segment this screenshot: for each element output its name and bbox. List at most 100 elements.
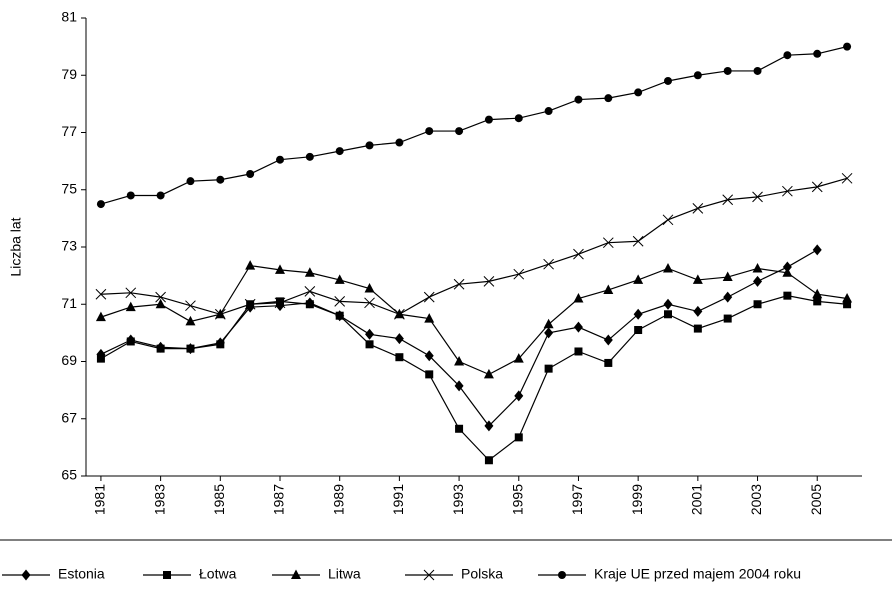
- y-tick-label: 81: [61, 9, 77, 25]
- marker: [813, 297, 822, 306]
- x-tick-label: 1993: [450, 484, 466, 515]
- marker: [365, 328, 375, 340]
- x-tick-label: 1987: [271, 484, 287, 515]
- marker: [604, 358, 613, 367]
- marker: [843, 300, 852, 309]
- legend-marker: [21, 569, 31, 581]
- legend-label: Litwa: [328, 566, 361, 582]
- marker: [813, 49, 822, 58]
- marker: [95, 288, 107, 300]
- marker: [304, 286, 316, 297]
- marker: [812, 244, 822, 256]
- marker: [664, 76, 672, 85]
- x-tick-label: 2001: [689, 484, 705, 515]
- marker: [843, 42, 852, 51]
- marker: [782, 267, 793, 277]
- legend-marker: [423, 569, 435, 581]
- marker: [125, 301, 136, 312]
- marker: [693, 71, 702, 80]
- marker: [484, 115, 493, 124]
- marker: [155, 291, 166, 303]
- legend-marker: [558, 571, 566, 579]
- marker: [453, 278, 465, 290]
- legend-item: Estonia: [2, 566, 105, 582]
- legend-marker: [291, 569, 301, 579]
- marker: [722, 194, 734, 206]
- marker: [753, 275, 763, 287]
- y-tick-label: 77: [61, 123, 77, 139]
- marker: [364, 297, 375, 309]
- marker: [365, 340, 374, 349]
- marker: [513, 353, 524, 363]
- marker: [425, 370, 434, 379]
- marker: [634, 88, 643, 97]
- marker: [693, 324, 702, 333]
- marker: [364, 283, 375, 293]
- marker: [275, 264, 285, 274]
- marker: [723, 291, 733, 303]
- marker: [455, 127, 464, 136]
- marker: [573, 293, 584, 303]
- marker: [96, 200, 105, 209]
- x-tick-label: 1981: [92, 484, 108, 515]
- legend-item: Łotwa: [143, 566, 237, 582]
- marker: [693, 305, 703, 317]
- marker: [514, 114, 523, 123]
- marker: [334, 296, 346, 307]
- marker: [514, 390, 524, 402]
- x-tick-label: 1989: [330, 484, 346, 515]
- marker: [513, 268, 525, 280]
- marker: [633, 274, 644, 284]
- marker: [783, 291, 792, 300]
- marker: [573, 248, 584, 260]
- series-line: [100, 295, 848, 462]
- marker: [664, 310, 672, 319]
- marker: [423, 291, 435, 303]
- marker: [95, 311, 106, 322]
- marker: [96, 354, 105, 363]
- marker: [274, 297, 286, 309]
- legend-label: Polska: [461, 566, 503, 582]
- marker: [574, 347, 583, 356]
- marker: [424, 313, 435, 323]
- x-tick-label: 1999: [629, 484, 645, 515]
- x-tick-label: 2003: [748, 484, 764, 515]
- y-tick-label: 71: [61, 295, 77, 311]
- y-tick-label: 67: [61, 409, 77, 425]
- marker: [603, 334, 613, 346]
- marker: [305, 152, 314, 161]
- marker: [841, 172, 853, 184]
- marker: [483, 275, 495, 287]
- marker: [424, 350, 434, 362]
- marker: [723, 314, 732, 323]
- marker: [662, 214, 674, 226]
- marker: [544, 327, 554, 339]
- x-tick-label: 1991: [390, 484, 406, 515]
- marker: [663, 298, 673, 310]
- marker: [604, 94, 613, 103]
- marker: [692, 203, 704, 214]
- marker: [842, 293, 853, 303]
- marker: [186, 344, 195, 353]
- marker: [126, 337, 135, 346]
- legend-label: Kraje UE przed majem 2004 roku: [594, 566, 801, 582]
- marker: [514, 433, 523, 442]
- marker: [276, 297, 284, 306]
- marker: [663, 262, 673, 273]
- marker: [812, 288, 823, 299]
- y-tick-label: 65: [61, 467, 77, 483]
- series-line: [100, 177, 848, 315]
- marker: [216, 340, 225, 349]
- marker: [156, 191, 165, 200]
- marker: [573, 321, 583, 333]
- marker: [216, 175, 225, 184]
- marker: [185, 315, 196, 326]
- marker: [394, 308, 405, 319]
- series-line: [100, 264, 848, 376]
- marker: [334, 274, 345, 284]
- marker: [244, 298, 256, 310]
- marker: [276, 155, 284, 164]
- marker: [454, 380, 464, 392]
- marker: [633, 308, 643, 320]
- marker: [245, 260, 256, 270]
